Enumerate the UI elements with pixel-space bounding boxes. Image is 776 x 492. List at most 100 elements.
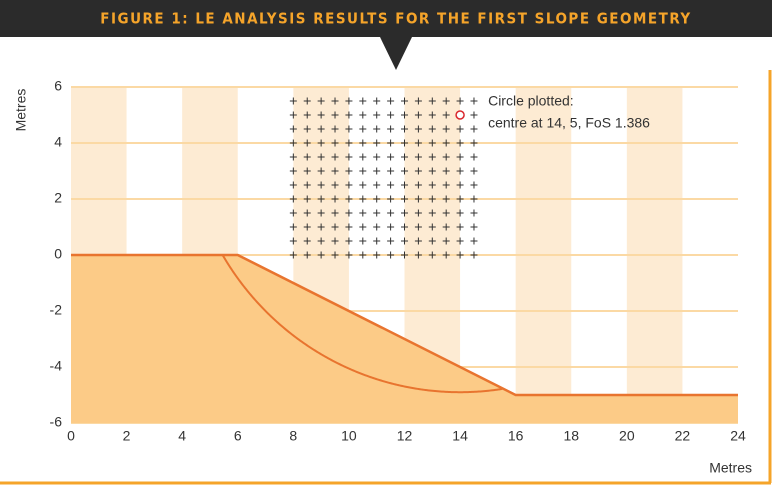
trial-centre: [303, 139, 311, 147]
trial-centre: [303, 111, 311, 119]
trial-centre: [428, 181, 436, 189]
trial-centre: [345, 209, 353, 217]
trial-centre: [401, 139, 408, 147]
trial-centre: [470, 209, 478, 217]
x-tick-label: 8: [289, 428, 297, 444]
x-tick-label: 12: [397, 428, 413, 444]
trial-centre: [373, 181, 381, 189]
trial-centre: [331, 223, 339, 231]
trial-centre: [456, 97, 464, 105]
x-tick-label: 14: [452, 428, 468, 444]
trial-centre: [359, 237, 367, 245]
trial-centre: [470, 125, 478, 133]
trial-centre: [289, 209, 297, 217]
trial-centre: [289, 139, 297, 147]
trial-centre: [359, 111, 367, 119]
trial-centre: [331, 153, 339, 161]
trial-centre: [289, 181, 297, 189]
trial-centre: [345, 139, 353, 147]
trial-centre: [401, 153, 408, 161]
trial-centre: [359, 195, 367, 203]
trial-centre: [331, 209, 339, 217]
trial-centre: [303, 153, 311, 161]
trial-centre: [373, 209, 381, 217]
trial-centre: [442, 251, 450, 259]
trial-centre: [317, 251, 325, 259]
trial-centre: [387, 251, 395, 259]
trial-centre: [331, 251, 339, 259]
trial-centre: [428, 153, 436, 161]
trial-centre: [470, 195, 478, 203]
y-tick-label: 4: [54, 134, 62, 150]
trial-centre: [373, 167, 381, 175]
trial-centre: [456, 223, 464, 231]
y-tick-label: -2: [50, 302, 63, 318]
trial-centre: [317, 97, 325, 105]
chart-title: FIGURE 1: LE ANALYSIS RESULTS FOR THE FI…: [100, 10, 691, 28]
trial-centre: [317, 139, 325, 147]
trial-centre: [289, 251, 297, 259]
trial-centre: [373, 153, 381, 161]
trial-centre: [428, 139, 436, 147]
trial-centre: [470, 181, 478, 189]
trial-centre: [470, 251, 478, 259]
annotation: centre at 14, 5, FoS 1.386: [488, 115, 650, 131]
trial-centre: [442, 181, 450, 189]
trial-centre: [456, 209, 464, 217]
trial-centre: [401, 209, 408, 217]
trial-centre: [387, 97, 395, 105]
ground-line: [71, 253, 738, 397]
trial-centre: [331, 237, 339, 245]
trial-centre: [345, 111, 353, 119]
trial-centre: [289, 125, 297, 133]
trial-centre: [442, 195, 450, 203]
trial-centre: [401, 97, 408, 105]
trial-centre: [428, 209, 436, 217]
trial-centre: [442, 153, 450, 161]
trial-centre: [359, 223, 367, 231]
trial-centre: [373, 237, 381, 245]
trial-centre: [442, 167, 450, 175]
x-tick-label: 6: [234, 428, 242, 444]
trial-centre: [414, 111, 422, 119]
title-pointer: [380, 37, 412, 70]
trial-centre: [456, 167, 464, 175]
trial-centre: [317, 237, 325, 245]
trial-centre: [359, 139, 367, 147]
trial-centre: [442, 237, 450, 245]
trial-centre: [317, 153, 325, 161]
y-tick-label: 2: [54, 190, 62, 206]
trial-centre: [470, 153, 478, 161]
trial-centre: [345, 167, 353, 175]
x-tick-label: 18: [563, 428, 579, 444]
trial-centre: [359, 153, 367, 161]
x-tick-label: 2: [123, 428, 131, 444]
trial-centre: [387, 195, 395, 203]
trial-centre: [470, 237, 478, 245]
trial-centre: [331, 125, 339, 133]
trial-centre: [414, 139, 422, 147]
trial-centre: [428, 111, 436, 119]
trial-centre: [303, 223, 311, 231]
trial-centre: [359, 167, 367, 175]
trial-centre: [289, 167, 297, 175]
trial-centre: [345, 153, 353, 161]
trial-centre: [414, 223, 422, 231]
trial-centre: [442, 209, 450, 217]
trial-centre: [289, 237, 297, 245]
trial-centre: [303, 195, 311, 203]
trial-centre: [428, 97, 436, 105]
y-tick-label: 6: [54, 78, 62, 94]
trial-centre: [414, 125, 422, 133]
trial-centre: [387, 167, 395, 175]
trial-centre: [289, 111, 297, 119]
trial-centre: [317, 181, 325, 189]
trial-centre: [414, 97, 422, 105]
trial-centre: [303, 209, 311, 217]
trial-centre: [456, 251, 464, 259]
trial-centre: [317, 111, 325, 119]
trial-centre: [359, 181, 367, 189]
trial-centre: [387, 153, 395, 161]
trial-centre: [373, 195, 381, 203]
